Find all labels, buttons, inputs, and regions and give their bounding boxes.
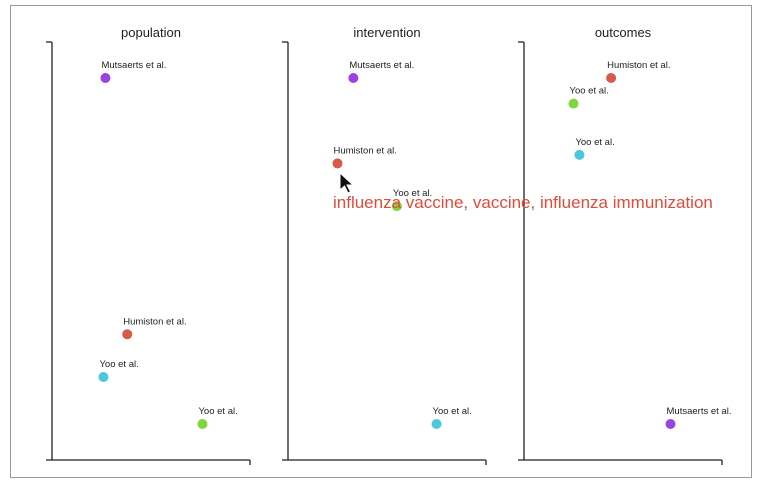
data-point[interactable] [431,419,442,429]
data-point-label: Humiston et al. [607,60,670,71]
chart-frame [10,5,752,478]
data-point-label: Yoo et al. [433,406,472,417]
data-point[interactable] [665,419,676,429]
data-point[interactable] [122,329,133,340]
data-point-label: Yoo et al. [393,188,432,199]
data-point-label: Humiston et al. [334,145,397,156]
data-point[interactable] [606,73,617,83]
panel-title: intervention [353,25,420,40]
data-point-label: Mutsaerts et al. [101,60,166,71]
data-point[interactable] [197,419,208,429]
panel-population: population Mutsaerts et al. Humiston et al… [46,25,251,465]
data-point[interactable] [568,98,579,109]
mouse-cursor-icon [339,171,355,194]
data-point[interactable] [348,73,359,83]
data-point-label: Yoo et al. [198,406,237,417]
data-point[interactable] [332,158,343,169]
data-point[interactable] [100,73,111,83]
hover-tooltip: influenza vaccine, vaccine, influenza im… [333,193,713,212]
data-point-label: Mutsaerts et al. [349,60,414,71]
panel-intervention: intervention Mutsaerts et al. Humiston et … [282,25,487,465]
data-point[interactable] [574,149,585,160]
data-point[interactable] [391,201,402,212]
data-point-label: Humiston et al. [123,316,186,327]
data-point-label: Yoo et al. [570,86,609,97]
data-point-label: Mutsaerts et al. [667,406,732,417]
data-point-label: Yoo et al. [575,137,614,148]
data-point[interactable] [98,372,109,383]
panel-title: outcomes [595,25,652,40]
panel-title: population [121,25,181,40]
data-point-label: Yoo et al. [99,359,138,370]
panel-outcomes: outcomes Humiston et al. Yoo et al. Yoo et … [518,25,731,465]
